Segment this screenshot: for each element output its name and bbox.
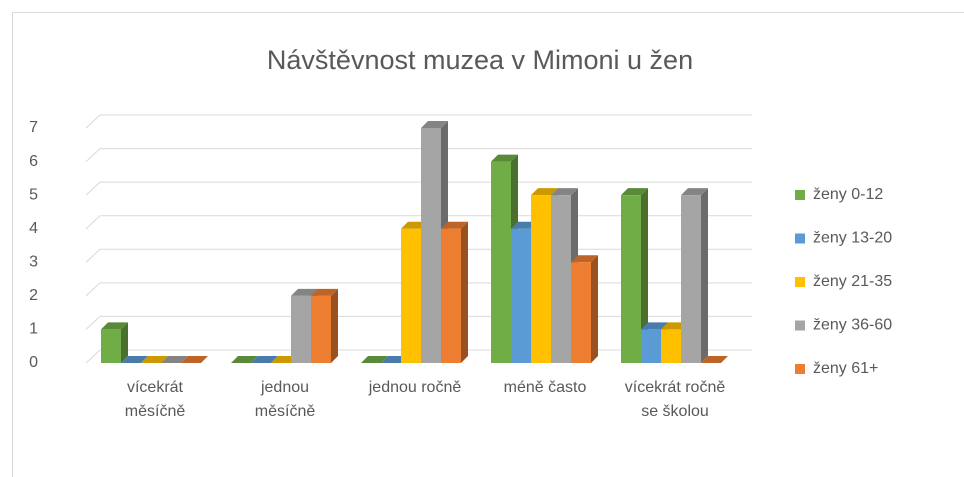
bar-front [511, 228, 531, 363]
y-tick-label: 1 [29, 321, 38, 338]
y-tick-label: 0 [29, 354, 38, 371]
x-tick-label: jednou ročně [368, 379, 462, 396]
bar-top [421, 121, 448, 128]
bar-front [291, 295, 311, 363]
y-tick-label: 7 [29, 119, 38, 136]
bar [121, 356, 148, 364]
bar-front [101, 329, 121, 363]
bar-top [531, 188, 558, 196]
bar [251, 356, 278, 364]
bar [621, 188, 648, 363]
bar-top [701, 356, 728, 363]
y-tick-label: 2 [29, 287, 38, 304]
grid-line [85, 148, 752, 162]
bar-top [251, 356, 278, 363]
y-tick-label: 6 [29, 153, 38, 170]
bar-front [311, 295, 331, 363]
legend-label: ženy 0-12 [813, 186, 883, 203]
x-tick-label: méně často [503, 379, 587, 396]
chart-title: Návštěvnost muzea v Mimoni u žen [267, 45, 693, 75]
grid-line [85, 114, 752, 129]
bar [361, 356, 388, 364]
bar-front [441, 228, 461, 363]
bar-top [101, 322, 128, 330]
bar-top [161, 356, 188, 363]
bar-side [121, 322, 128, 363]
bar-side [641, 188, 648, 363]
bar [231, 356, 258, 364]
bar [141, 356, 168, 364]
bar-front [551, 195, 571, 363]
legend-swatch [795, 233, 805, 244]
bar-top [571, 255, 598, 263]
bar [701, 356, 728, 364]
bar-top [551, 188, 578, 196]
bar [101, 322, 128, 363]
chart-border [12, 12, 964, 477]
legend-swatch [795, 320, 805, 331]
bar-top [181, 356, 208, 363]
bar-front [621, 195, 641, 363]
bar-top [681, 188, 708, 196]
bar-top [361, 356, 388, 363]
y-tick-label: 3 [29, 254, 38, 271]
legend-label: ženy 36-60 [813, 317, 892, 334]
bar-top [641, 322, 668, 330]
bar-side [461, 221, 468, 363]
bar-top [121, 356, 148, 363]
bar-front [641, 329, 661, 363]
bar-top [621, 188, 648, 196]
bar [441, 221, 468, 363]
bar-top [291, 288, 318, 296]
legend-label: ženy 61+ [813, 360, 878, 377]
legend-swatch [795, 190, 805, 200]
bar-top [491, 154, 518, 162]
legend-swatch [795, 277, 805, 287]
bar-top [141, 356, 168, 363]
legend-swatch [795, 364, 805, 374]
bar-front [571, 262, 591, 363]
x-tick-label: vícekrát ročně se školou [624, 379, 726, 420]
bar-front [681, 195, 701, 363]
bar-front [531, 195, 551, 363]
bar-top [311, 288, 338, 296]
legend-label: ženy 21-35 [813, 273, 892, 290]
bar-side [331, 288, 338, 363]
bar [311, 288, 338, 363]
bar-front [401, 228, 421, 363]
bar-front [491, 161, 511, 363]
bar [161, 356, 188, 364]
bar-front [661, 329, 681, 363]
legend-label: ženy 13-20 [813, 230, 892, 247]
bar-side [701, 188, 708, 363]
grid-line [85, 181, 752, 196]
bar [681, 188, 708, 363]
bar-side [591, 255, 598, 363]
bar-top [231, 356, 258, 363]
x-tick-label: vícekrát měsíčně [124, 379, 186, 420]
x-tick-label: jednou měsíčně [254, 379, 316, 420]
bar [181, 356, 208, 364]
y-tick-label: 4 [29, 220, 38, 237]
y-tick-label: 5 [29, 186, 38, 203]
bar-top [441, 221, 468, 229]
bar [571, 255, 598, 363]
bar-front [421, 128, 441, 363]
